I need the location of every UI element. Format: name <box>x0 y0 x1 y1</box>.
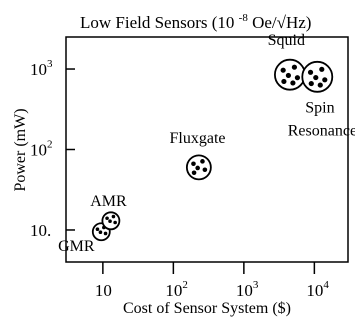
point-squid <box>274 58 306 91</box>
point-labels: GMR AMR Fluxgate Squid Spin Resonance <box>58 32 355 255</box>
chart-title: Low Field Sensors (10 -8 Oe/√Hz) <box>80 6 311 32</box>
y-tick-label: 102 <box>30 139 53 160</box>
x-tick-label: 104 <box>306 279 329 300</box>
x-axis-ticks: 10 102 103 104 <box>95 262 329 300</box>
x-tick-label: 102 <box>165 279 188 300</box>
point-amr <box>101 211 121 231</box>
point-spin-resonance <box>301 60 334 93</box>
point-label: Spin <box>305 99 334 116</box>
x-axis-label: Cost of Sensor System ($) <box>123 300 291 317</box>
point-label: Resonance <box>288 122 355 139</box>
point-label: Fluxgate <box>170 130 226 147</box>
point-fluxgate <box>185 154 212 181</box>
y-tick-label: 10. <box>30 221 51 240</box>
x-tick-label: 103 <box>236 279 259 300</box>
x-tick-label: 10 <box>95 281 112 300</box>
y-axis-label: Power (mW) <box>12 108 29 191</box>
y-tick-label: 103 <box>30 58 53 79</box>
point-label: Squid <box>268 32 305 49</box>
point-label: AMR <box>90 193 127 210</box>
point-label: GMR <box>58 238 95 255</box>
data-points <box>91 58 334 242</box>
y-axis-ticks: 10. 102 103 <box>30 58 75 240</box>
